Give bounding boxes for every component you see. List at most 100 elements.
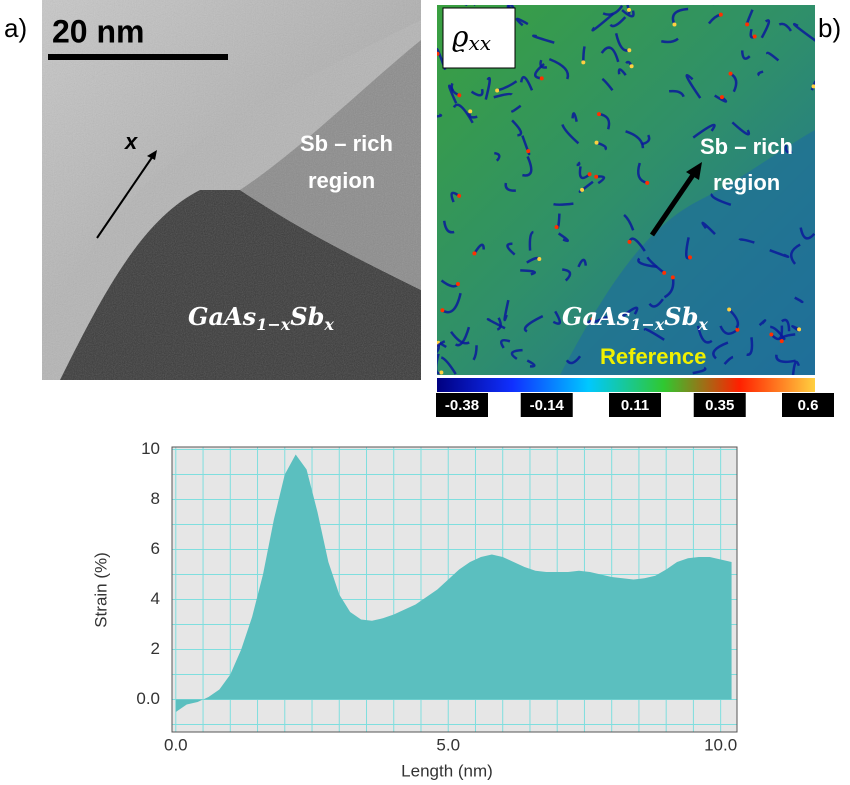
map-texture	[450, 331, 470, 345]
map-texture	[601, 77, 614, 92]
map-texture	[784, 144, 793, 154]
map-texture	[440, 356, 457, 375]
map-texture	[455, 282, 460, 287]
map-texture	[714, 94, 728, 103]
map-texture	[662, 270, 667, 275]
map-texture	[627, 48, 632, 53]
map-texture	[701, 221, 716, 235]
y-tick-label: 8	[151, 489, 160, 508]
map-texture	[752, 34, 757, 39]
map-texture	[692, 123, 716, 139]
map-texture	[468, 109, 473, 114]
map-texture	[528, 230, 534, 251]
map-texture	[499, 338, 511, 349]
region-label: region	[308, 168, 375, 193]
map-texture	[437, 342, 440, 354]
map-texture	[454, 326, 471, 347]
map-texture	[629, 64, 634, 69]
map-texture	[621, 9, 635, 18]
map-texture	[688, 255, 693, 260]
map-label: ϱxx	[452, 20, 491, 55]
plot-frame	[171, 446, 738, 733]
map-texture	[596, 175, 606, 185]
map-texture	[577, 258, 588, 268]
map-texture	[758, 319, 767, 327]
map-texture	[452, 103, 474, 124]
map-texture	[557, 232, 569, 243]
map-texture	[791, 360, 801, 375]
map-texture	[746, 337, 754, 356]
map-texture	[582, 46, 586, 63]
map-texture	[457, 193, 462, 198]
map-texture	[627, 239, 632, 244]
map-texture	[598, 112, 611, 130]
map-texture	[738, 238, 755, 244]
map-texture	[728, 71, 733, 76]
map-texture	[591, 12, 615, 32]
colorbar-ticks: -0.38 -0.14 0.11 0.35 0.6	[436, 393, 834, 417]
map-texture	[646, 256, 665, 274]
map-texture	[439, 370, 444, 375]
arrow-label: x	[124, 129, 138, 154]
scale-label: 20 nm	[52, 13, 144, 49]
map-texture	[486, 317, 506, 330]
map-texture	[602, 5, 624, 16]
arrow	[649, 170, 698, 237]
plot	[172, 447, 737, 732]
map-texture	[552, 310, 562, 325]
map-texture	[519, 75, 534, 91]
map-texture	[766, 51, 780, 62]
map-texture	[685, 74, 702, 99]
map-texture	[745, 22, 750, 27]
map-texture	[778, 22, 793, 32]
arrow-head	[686, 162, 702, 180]
colorbar-tick-label: 0.35	[705, 397, 734, 414]
map-texture	[457, 93, 462, 98]
map-texture	[637, 162, 648, 185]
map-label-box	[442, 7, 516, 69]
map-texture	[719, 325, 739, 335]
map-texture	[437, 340, 446, 348]
map-texture	[728, 308, 740, 329]
x-axis-label: Length (nm)	[401, 761, 493, 780]
map-texture	[590, 317, 595, 322]
colorbar-tick-label: 0.6	[798, 397, 819, 414]
map-texture	[503, 299, 510, 322]
map-texture	[470, 88, 484, 97]
subscript: x	[323, 315, 334, 334]
map-texture	[596, 112, 601, 117]
map-texture	[618, 306, 639, 320]
arrow-head	[147, 150, 157, 160]
map-texture	[515, 17, 529, 27]
map-texture	[692, 366, 707, 375]
subscript: xx	[468, 31, 491, 55]
map-texture	[779, 339, 784, 344]
colorbar-tick-label: -0.14	[530, 397, 565, 414]
map-texture	[731, 121, 751, 136]
map-texture	[522, 156, 533, 177]
y-tick-label: 2	[151, 639, 160, 658]
map-texture	[672, 22, 677, 27]
y-tick-label: 0.0	[136, 689, 160, 708]
map-texture	[484, 76, 491, 100]
map-texture	[811, 84, 815, 89]
map-texture	[712, 5, 715, 6]
map-texture	[586, 315, 608, 325]
map-texture	[539, 76, 544, 81]
map-texture	[723, 355, 734, 365]
map-texture	[464, 5, 476, 7]
map-texture	[437, 113, 443, 118]
map-texture	[594, 174, 599, 179]
map-texture	[775, 354, 796, 364]
map-texture	[437, 340, 447, 349]
text-part: Sb	[664, 302, 698, 331]
map-texture	[799, 227, 815, 240]
colorbar-tick-box	[693, 393, 746, 417]
map-texture	[781, 318, 791, 332]
y-tick-label: 10	[141, 439, 160, 458]
region-label: Sb – rich	[700, 134, 793, 159]
map-texture	[793, 22, 815, 42]
map-texture	[648, 298, 664, 308]
map-texture	[718, 12, 723, 17]
